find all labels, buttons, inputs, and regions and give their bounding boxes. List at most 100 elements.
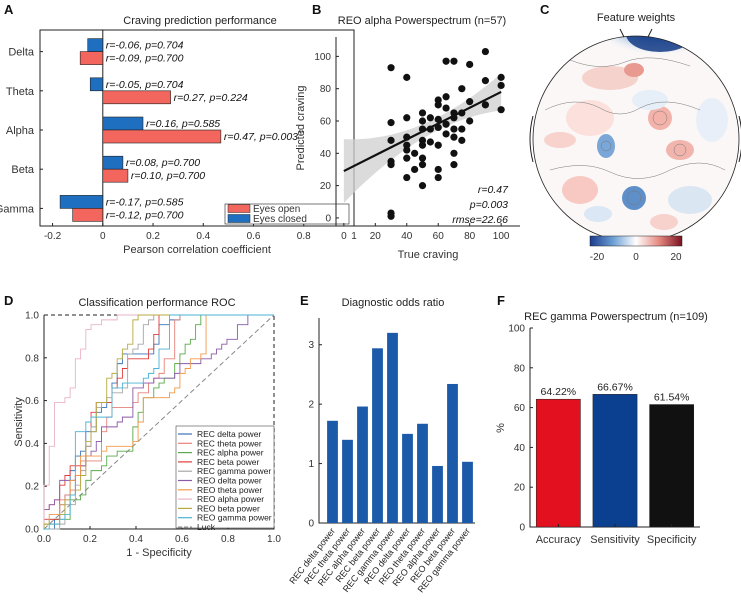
chart-a-bar [87,38,104,52]
chart-d-ytick-label: 1.0 [25,311,39,322]
chart-b-point [458,125,466,133]
chart-e-ytick-label: 1 [308,459,314,470]
chart-b-point [458,109,466,117]
panel-label-a: A [4,2,14,17]
topomap-contour [549,162,726,179]
colorbar-tick-min: -20 [590,252,605,263]
chart-b-xlabel: True craving [398,249,459,261]
chart-b-ytick-label: 40 [320,149,332,160]
chart-a-xtick-label: 1 [351,231,357,242]
chart-d-legend-label: REC beta power [197,457,260,467]
chart-a-bar [79,51,104,65]
chart-b-point [450,57,458,65]
chart-b-xtick-label: 100 [493,231,510,242]
legend-label-eyes-open: Eyes open [253,204,300,215]
topomap-blob [622,186,646,210]
chart-d-roc-curve [43,314,274,529]
chart-a-bar-annotation: r=0.27, p=0.224 [174,92,248,104]
topomap-blob [632,90,668,110]
chart-a-bar [72,208,104,222]
chart-e-bar [417,423,428,523]
chart-b-point [426,125,434,133]
chart-b-point [434,101,442,109]
panel-label-b: B [312,2,321,17]
chart-b-ylabel: Predicted craving [295,86,307,171]
chart-b-point [411,165,419,174]
topomap-blob [624,63,644,77]
chart-f-bar [649,404,695,528]
chart-a-bar [102,168,129,183]
chart-b-point [497,81,505,90]
chart-e-title: Diagnostic odds ratio [342,297,445,309]
chart-b-xtick-label: 80 [464,231,476,242]
chart-a-bar-annotation: r=0.47, p=0.003** [224,129,304,143]
chart-a-category-label: Gamma [0,203,35,215]
chart-b-point [481,47,490,56]
chart-a-bar-annotation: r=-0.17, p=0.585 [106,196,184,208]
chart-b-point [403,173,411,182]
chart-b-title: REO alpha Powerspectrum (n=57) [338,15,506,27]
chart-a-category-label: Delta [8,47,35,59]
chart-a-xtick-label: 0.2 [146,231,160,242]
chart-e-bar [462,461,473,523]
chart-d-legend-label: REO alpha power [197,494,264,504]
chart-a-xtick-label: 0 [100,231,106,242]
chart-e-bar [327,420,338,523]
chart-b-point [442,93,450,101]
chart-b-point [466,117,474,125]
chart-b-point [466,60,474,69]
panel-f: F REC gamma Powerspectrum (n=109) 0 20 40 6… [495,293,708,546]
chart-a-significance-mark: ** [298,129,304,138]
chart-b-axes [335,37,520,227]
topomap-contour [569,57,691,67]
chart-a-bar-annotation: r=-0.06, p=0.704 [106,40,184,52]
topomap-blob [584,206,612,222]
chart-a-xtick-label: 0.8 [297,231,311,242]
chart-f-ytick-label: 40 [514,443,526,454]
chart-b-stat-rmse: rmse=22.66 [452,214,508,226]
chart-d-ytick-label: 0.8 [25,353,39,364]
chart-d-xtick-label: 1.0 [267,534,281,545]
chart-d-legend-label: REO beta power [197,503,260,513]
chart-d-xtick-label: 0.2 [83,534,97,545]
chart-a-legend: Eyes open Eyes closed [224,203,350,225]
chart-d-legend-label: REC alpha power [197,448,264,458]
chart-a-bar [89,77,104,92]
chart-f-ytick-label: 100 [508,324,525,335]
chart-b-point [497,73,505,81]
chart-f-category-label: Specificity [647,534,697,546]
topomap-blob [696,98,728,142]
topomap-blob [566,100,614,136]
chart-f-category-label: Accuracy [536,534,582,546]
chart-b-point [442,57,450,65]
chart-b-point [403,114,411,122]
chart-e-bar [357,406,368,523]
chart-f-value-label: 61.54% [654,392,690,404]
chart-b-points [387,47,505,220]
chart-d-ticks: 0.0 0.2 0.4 0.6 0.8 1.0 0.0 0.2 0.4 0.6 0.8 1.0 [25,311,281,546]
topomap-blob [648,106,672,130]
panel-a: A Craving prediction performance -0.2 0 0.… [0,2,357,256]
chart-b-point [387,64,395,72]
chart-d-curves [43,314,274,530]
chart-b-ytick-label: 0 [325,213,331,224]
chart-a-bar-annotation: r=-0.09, p=0.700 [106,53,184,65]
chart-a-xtick-label: 0.6 [247,231,261,242]
chart-d-legend-box [175,425,275,529]
chart-a-category-label: Beta [11,164,35,176]
chart-a-bar-annotation: r=0.16, p=0.585 [146,118,220,130]
chart-d-legend-label: REO delta power [197,476,262,486]
topomap-blob [666,140,694,160]
chart-a-bar [102,155,124,170]
chart-e-bar [402,433,413,523]
chart-b-stat-p: p=0.003 [469,199,508,211]
chart-d-roc-curve [44,314,274,530]
chart-f-ylabel: % [495,423,507,433]
topomap-contour [600,140,612,152]
chart-b-point [418,109,427,117]
colorbar-tick-max: 20 [670,252,682,263]
chart-b-point [426,114,434,122]
